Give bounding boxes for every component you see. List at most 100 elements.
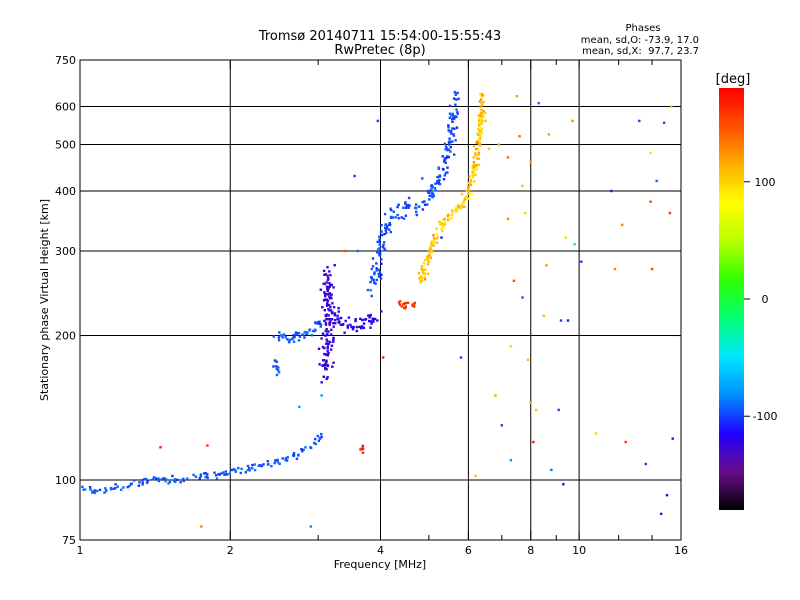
data-point — [423, 272, 427, 275]
data-point — [286, 338, 289, 341]
data-point — [467, 192, 470, 196]
x-tick-label: 8 — [527, 544, 534, 557]
data-point — [385, 225, 389, 228]
data-point — [240, 467, 243, 471]
data-point — [460, 192, 464, 196]
data-point — [448, 143, 451, 146]
data-point — [329, 274, 332, 277]
scatter-point — [566, 319, 570, 322]
data-point — [171, 474, 174, 478]
data-point — [479, 121, 482, 124]
data-point — [481, 118, 484, 122]
scatter-point — [537, 101, 540, 105]
data-point — [332, 322, 335, 325]
data-point — [204, 475, 207, 479]
data-point — [309, 446, 313, 450]
data-point — [481, 115, 485, 118]
data-point — [82, 488, 85, 491]
data-point — [165, 478, 168, 481]
data-point — [141, 483, 144, 486]
data-point — [373, 317, 377, 321]
scatter-point — [547, 133, 551, 136]
data-point — [326, 340, 329, 343]
data-point — [446, 171, 449, 174]
data-point — [226, 473, 229, 476]
data-point — [394, 216, 397, 219]
data-point — [297, 331, 301, 335]
data-point — [378, 235, 381, 238]
data-point — [253, 463, 256, 466]
data-point — [262, 463, 265, 466]
data-point — [442, 224, 445, 227]
data-point — [346, 324, 349, 327]
data-point — [428, 256, 431, 259]
scatter-point — [159, 446, 162, 449]
data-point — [326, 354, 330, 357]
data-point — [480, 101, 483, 105]
data-point — [179, 481, 182, 484]
data-point — [323, 319, 326, 322]
data-point — [352, 325, 355, 329]
data-point — [453, 117, 456, 120]
data-point — [368, 319, 371, 323]
data-point — [430, 250, 433, 253]
data-point — [441, 167, 445, 171]
data-point — [452, 134, 456, 137]
data-point — [444, 171, 447, 175]
data-point — [379, 230, 383, 234]
data-point — [329, 318, 332, 321]
data-point — [375, 278, 378, 282]
data-point — [281, 457, 284, 460]
data-point — [477, 143, 481, 146]
data-point — [444, 148, 447, 151]
data-point — [176, 478, 179, 481]
data-point — [248, 469, 251, 472]
data-point — [315, 322, 318, 325]
data-point — [423, 278, 427, 281]
scatter-point — [376, 119, 379, 123]
data-point — [327, 342, 330, 346]
y-tick-label: 600 — [55, 101, 76, 114]
data-point — [284, 457, 288, 460]
data-point — [448, 137, 451, 140]
data-point — [450, 117, 454, 121]
y-tick-label: 300 — [55, 245, 76, 258]
scatter-point — [650, 267, 654, 271]
data-point — [478, 92, 482, 96]
data-point — [457, 206, 460, 209]
phases-title: Phases — [625, 23, 660, 34]
data-point — [323, 309, 326, 312]
data-point — [378, 243, 381, 246]
data-point — [317, 322, 321, 325]
data-point — [215, 477, 219, 480]
colorbar-tick-label: 100 — [755, 176, 776, 189]
data-point — [469, 183, 473, 187]
data-point — [130, 482, 133, 485]
data-point — [472, 173, 475, 177]
data-point — [380, 224, 383, 227]
scatter-point — [356, 249, 359, 253]
data-point — [480, 112, 483, 115]
data-point — [325, 304, 329, 307]
data-point — [404, 201, 407, 204]
data-point — [327, 314, 330, 317]
data-point — [326, 345, 329, 348]
data-point — [138, 481, 141, 484]
data-point — [411, 304, 414, 307]
data-point — [332, 361, 335, 364]
data-point — [313, 441, 316, 445]
data-point — [369, 313, 372, 317]
data-point — [397, 301, 401, 304]
data-point — [286, 456, 289, 459]
data-point — [137, 484, 140, 487]
data-point — [478, 137, 481, 141]
data-point — [314, 437, 317, 441]
data-point — [120, 488, 123, 491]
data-point — [328, 295, 331, 299]
data-point — [332, 338, 335, 341]
data-point — [360, 327, 363, 330]
data-point — [396, 213, 399, 217]
data-point — [228, 472, 232, 475]
data-point — [325, 353, 328, 356]
